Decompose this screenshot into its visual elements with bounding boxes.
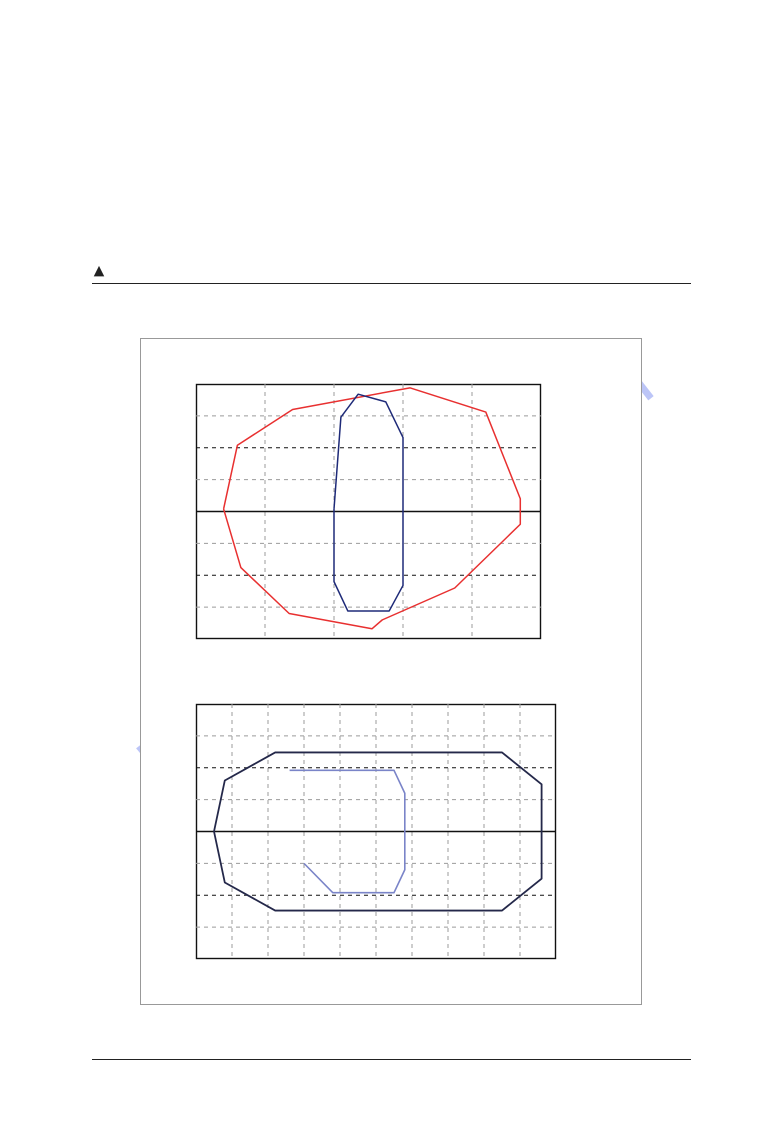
chart-1-svg: [196, 384, 541, 639]
chart-2-svg: [196, 704, 556, 959]
chart-container-frame: [140, 338, 642, 1005]
triangle-logo-icon: [92, 265, 106, 279]
page-header: [92, 265, 691, 284]
red-polygon: [224, 388, 521, 629]
navy-polygon: [334, 394, 403, 611]
footer-divider: [92, 1059, 691, 1060]
